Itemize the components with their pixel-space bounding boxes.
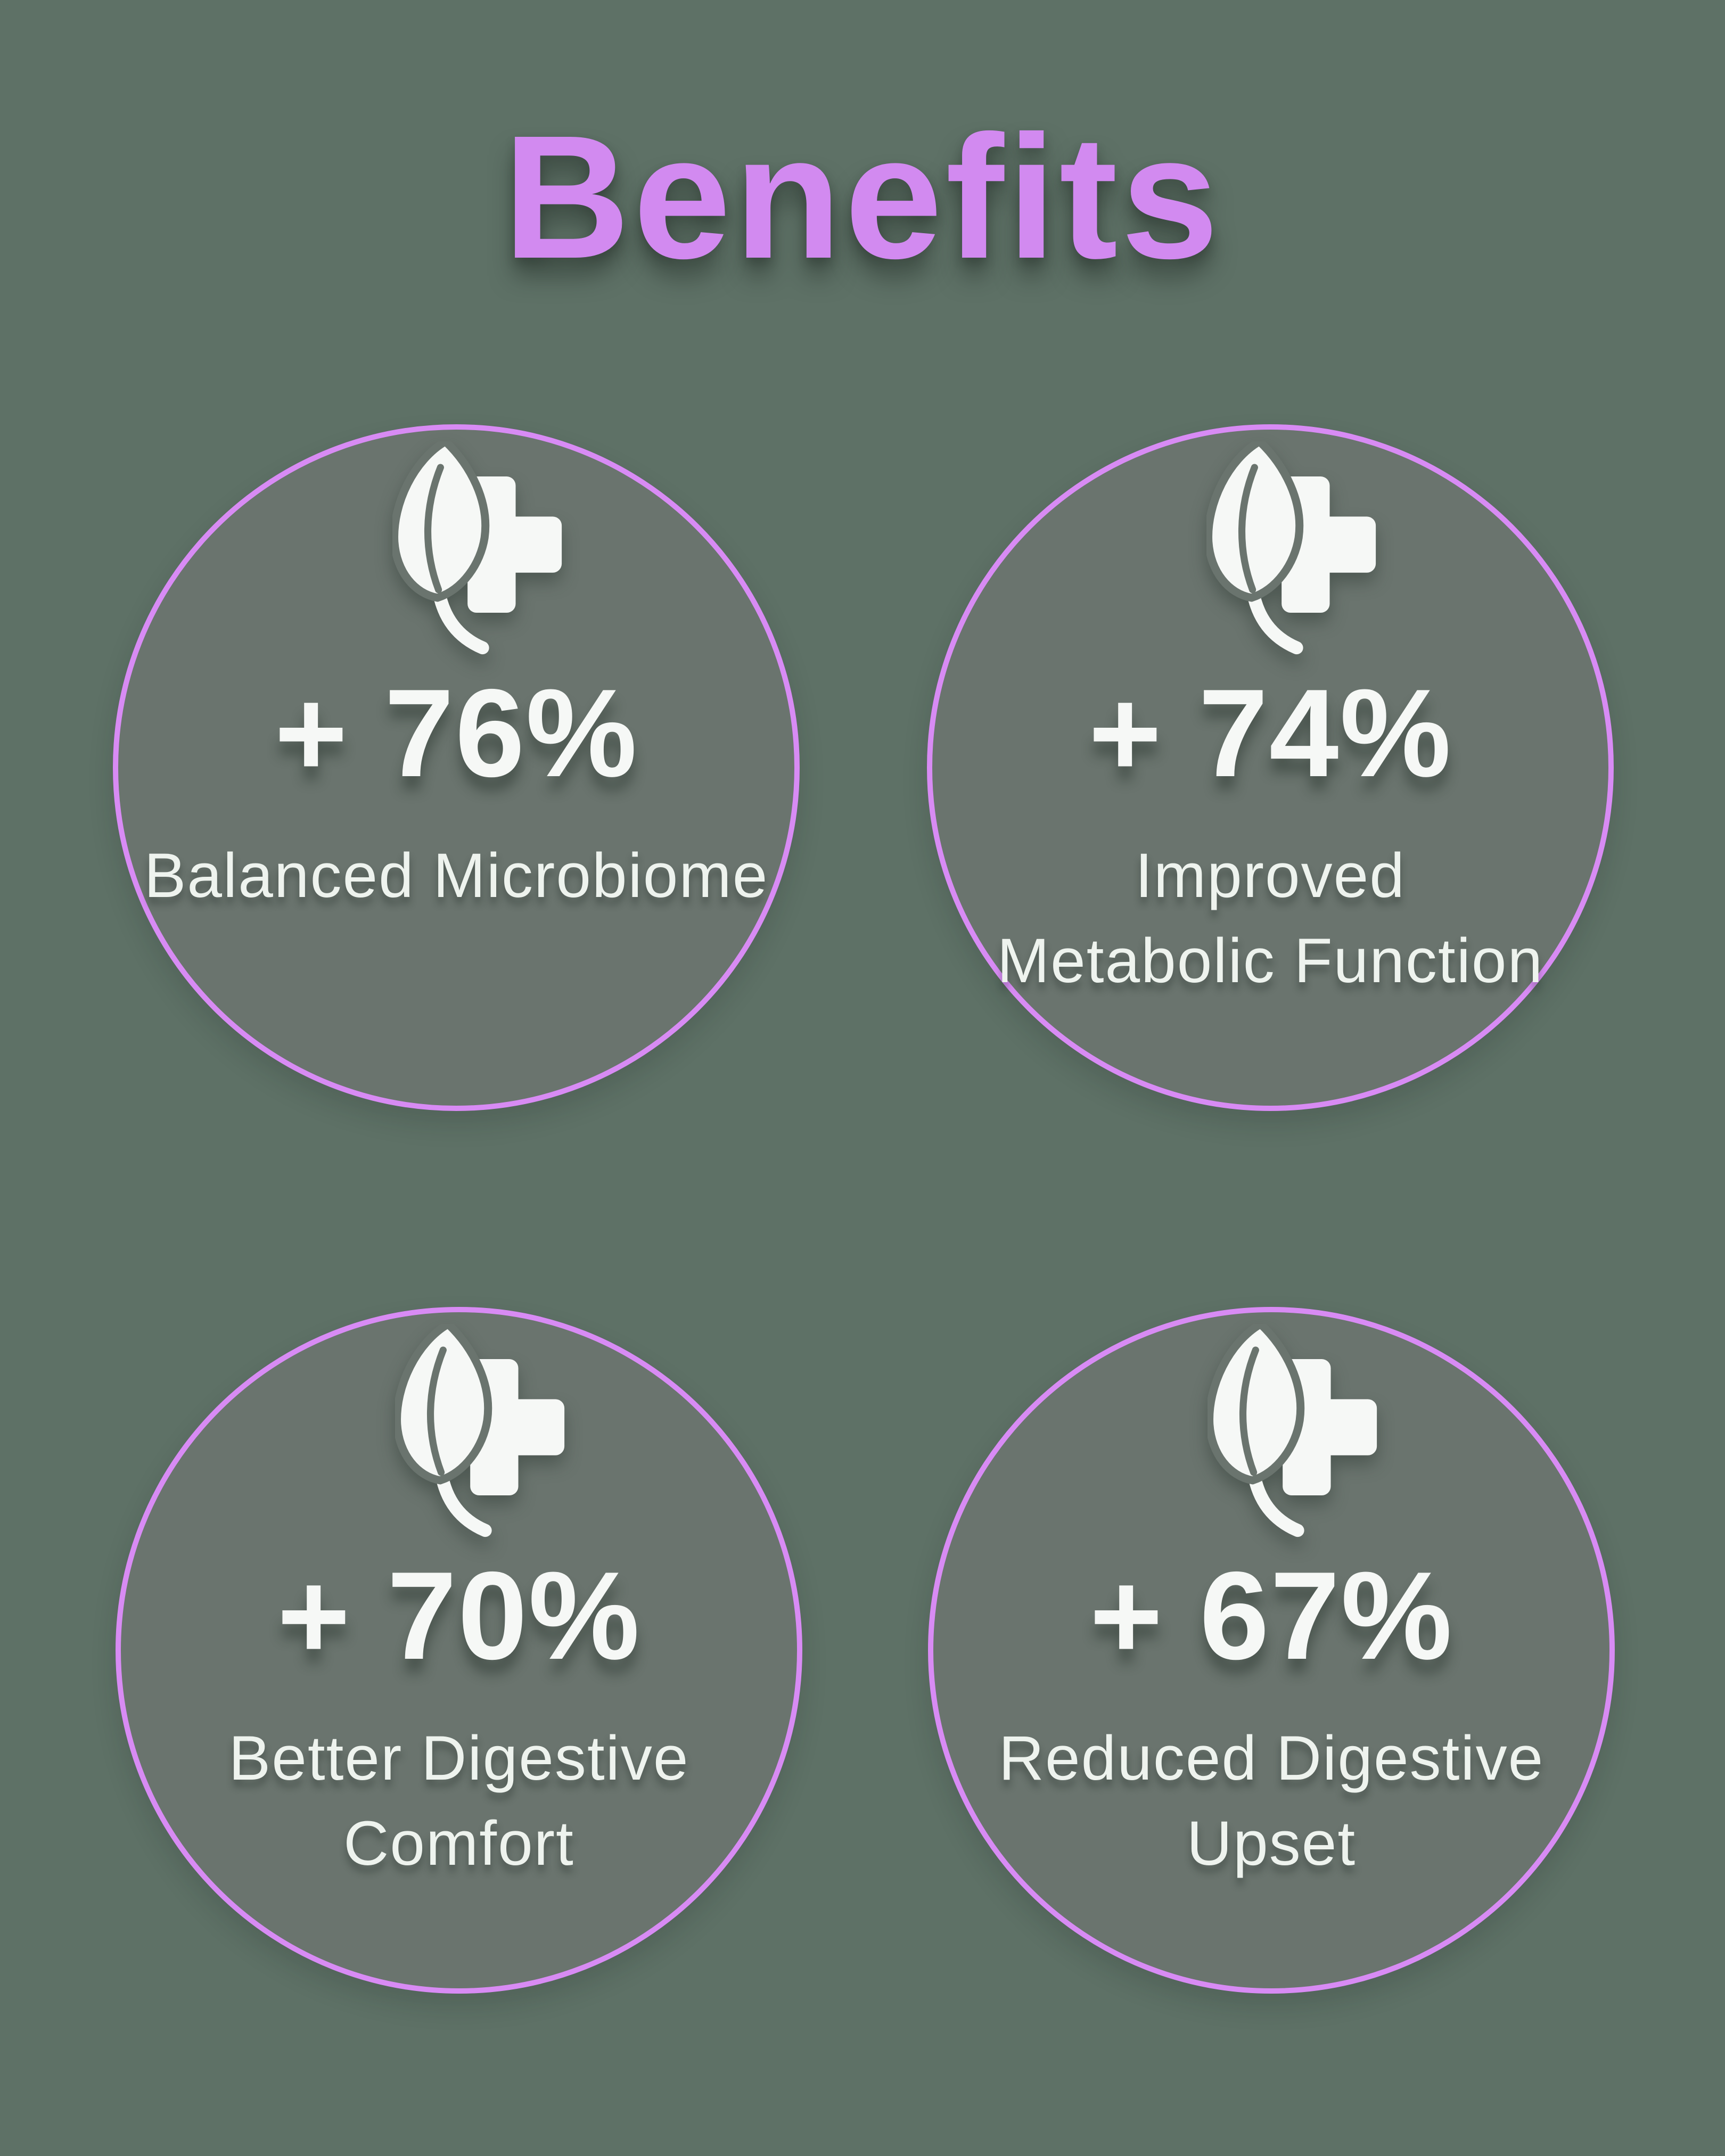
leaf-plus-icon — [1206, 441, 1376, 655]
benefit-label: Balanced Microbiome — [79, 833, 834, 918]
benefit-value: + 67% — [1089, 1545, 1453, 1685]
benefit-label-line: Upset — [1186, 1808, 1357, 1879]
benefit-card-balanced-microbiome: + 76% Balanced Microbiome — [113, 424, 800, 1111]
benefit-value: + 76% — [274, 663, 638, 803]
benefit-label-line: Metabolic Function — [997, 926, 1544, 997]
benefit-card-better-digestive-comfort: + 70% Better Digestive Comfort — [116, 1307, 802, 1994]
benefit-label: Reduced Digestive Upset — [894, 1716, 1649, 1887]
benefit-card-improved-metabolic-function: + 74% Improved Metabolic Function — [927, 424, 1614, 1111]
benefit-label-line: Comfort — [343, 1808, 574, 1879]
benefit-card-reduced-digestive-upset: + 67% Reduced Digestive Upset — [928, 1307, 1615, 1994]
leaf-plus-icon — [392, 441, 562, 655]
benefit-label-line: Reduced Digestive — [998, 1723, 1545, 1793]
benefit-label-line: Balanced Microbiome — [144, 841, 769, 911]
benefit-label: Better Digestive Comfort — [81, 1716, 837, 1887]
benefit-label: Improved Metabolic Function — [893, 833, 1648, 1004]
leaf-plus-icon — [395, 1324, 565, 1537]
benefit-label-line: Better Digestive — [228, 1723, 689, 1793]
leaf-plus-icon — [1208, 1324, 1377, 1537]
benefit-value: + 74% — [1088, 663, 1452, 803]
benefit-value: + 70% — [277, 1545, 641, 1685]
benefit-label-line: Improved — [1135, 841, 1406, 911]
page-title: Benefits — [503, 98, 1222, 295]
